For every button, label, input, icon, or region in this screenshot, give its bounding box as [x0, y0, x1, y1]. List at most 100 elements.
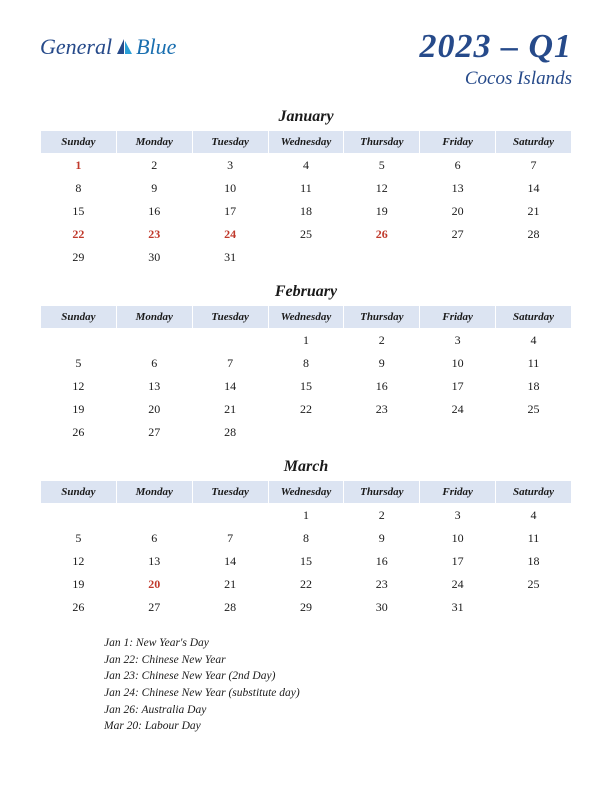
- day-cell: [41, 504, 117, 528]
- calendar-table: SundayMondayTuesdayWednesdayThursdayFrid…: [40, 480, 572, 619]
- day-cell: 14: [496, 177, 572, 200]
- day-cell: [420, 421, 496, 444]
- day-cell: 11: [496, 527, 572, 550]
- month-block: JanuarySundayMondayTuesdayWednesdayThurs…: [40, 108, 572, 269]
- day-cell: 7: [496, 154, 572, 178]
- month-name: March: [40, 458, 572, 476]
- day-cell: 3: [420, 504, 496, 528]
- table-row: 1234: [41, 504, 572, 528]
- day-cell: 6: [420, 154, 496, 178]
- calendar-table: SundayMondayTuesdayWednesdayThursdayFrid…: [40, 130, 572, 269]
- day-cell: 17: [420, 375, 496, 398]
- day-cell: 23: [344, 573, 420, 596]
- calendars-container: JanuarySundayMondayTuesdayWednesdayThurs…: [40, 108, 572, 619]
- day-cell: 3: [420, 329, 496, 353]
- day-cell: 26: [344, 223, 420, 246]
- calendar-table: SundayMondayTuesdayWednesdayThursdayFrid…: [40, 305, 572, 444]
- day-cell: 7: [192, 352, 268, 375]
- day-cell: 11: [268, 177, 344, 200]
- day-header: Wednesday: [268, 131, 344, 154]
- brand-logo: General Blue: [40, 34, 176, 60]
- holiday-item: Jan 24: Chinese New Year (substitute day…: [104, 685, 572, 702]
- day-cell: 27: [420, 223, 496, 246]
- day-cell: 2: [344, 504, 420, 528]
- day-header: Tuesday: [192, 131, 268, 154]
- holiday-item: Jan 1: New Year's Day: [104, 635, 572, 652]
- table-row: 12131415161718: [41, 550, 572, 573]
- day-header: Tuesday: [192, 306, 268, 329]
- day-cell: 4: [496, 329, 572, 353]
- day-cell: 16: [344, 550, 420, 573]
- holiday-item: Jan 23: Chinese New Year (2nd Day): [104, 668, 572, 685]
- day-cell: 3: [192, 154, 268, 178]
- table-row: 567891011: [41, 527, 572, 550]
- day-cell: 31: [192, 246, 268, 269]
- month-name: February: [40, 283, 572, 301]
- day-cell: 22: [268, 398, 344, 421]
- day-cell: 19: [344, 200, 420, 223]
- day-cell: 1: [41, 154, 117, 178]
- day-header: Saturday: [496, 306, 572, 329]
- day-cell: [344, 246, 420, 269]
- day-cell: 6: [116, 352, 192, 375]
- day-cell: [268, 421, 344, 444]
- day-header: Friday: [420, 131, 496, 154]
- day-cell: 20: [116, 398, 192, 421]
- holiday-item: Mar 20: Labour Day: [104, 718, 572, 735]
- day-cell: [420, 246, 496, 269]
- day-header: Wednesday: [268, 481, 344, 504]
- day-cell: 10: [420, 352, 496, 375]
- day-header: Friday: [420, 306, 496, 329]
- day-header: Tuesday: [192, 481, 268, 504]
- day-header: Sunday: [41, 306, 117, 329]
- day-cell: 1: [268, 329, 344, 353]
- holiday-item: Jan 22: Chinese New Year: [104, 652, 572, 669]
- table-row: 19202122232425: [41, 398, 572, 421]
- table-row: 1234567: [41, 154, 572, 178]
- day-cell: 12: [344, 177, 420, 200]
- day-header: Sunday: [41, 131, 117, 154]
- day-cell: 9: [344, 352, 420, 375]
- page-subtitle: Cocos Islands: [419, 68, 572, 90]
- day-cell: 30: [116, 246, 192, 269]
- day-cell: 1: [268, 504, 344, 528]
- day-cell: 13: [420, 177, 496, 200]
- day-cell: [496, 246, 572, 269]
- page-title: 2023 – Q1: [419, 28, 572, 66]
- day-cell: 25: [496, 573, 572, 596]
- table-row: 891011121314: [41, 177, 572, 200]
- day-cell: [344, 421, 420, 444]
- day-header: Thursday: [344, 131, 420, 154]
- day-header: Wednesday: [268, 306, 344, 329]
- table-row: 293031: [41, 246, 572, 269]
- day-cell: 9: [116, 177, 192, 200]
- day-cell: 21: [496, 200, 572, 223]
- day-cell: 18: [268, 200, 344, 223]
- day-cell: 19: [41, 573, 117, 596]
- header: General Blue 2023 – Q1 Cocos Islands: [40, 28, 572, 90]
- day-cell: 11: [496, 352, 572, 375]
- day-cell: 28: [496, 223, 572, 246]
- day-cell: 27: [116, 421, 192, 444]
- day-header: Friday: [420, 481, 496, 504]
- day-cell: 28: [192, 596, 268, 619]
- day-cell: 8: [268, 352, 344, 375]
- day-header: Sunday: [41, 481, 117, 504]
- day-cell: 29: [268, 596, 344, 619]
- day-cell: 20: [116, 573, 192, 596]
- table-row: 22232425262728: [41, 223, 572, 246]
- day-cell: 14: [192, 550, 268, 573]
- day-cell: 10: [420, 527, 496, 550]
- day-cell: 17: [420, 550, 496, 573]
- day-cell: 8: [41, 177, 117, 200]
- day-cell: 5: [41, 527, 117, 550]
- day-header: Monday: [116, 306, 192, 329]
- table-row: 12131415161718: [41, 375, 572, 398]
- day-header: Thursday: [344, 481, 420, 504]
- logo-text-blue: Blue: [136, 34, 176, 60]
- day-cell: 14: [192, 375, 268, 398]
- day-cell: 13: [116, 375, 192, 398]
- table-row: 1234: [41, 329, 572, 353]
- day-cell: 15: [41, 200, 117, 223]
- day-cell: 26: [41, 421, 117, 444]
